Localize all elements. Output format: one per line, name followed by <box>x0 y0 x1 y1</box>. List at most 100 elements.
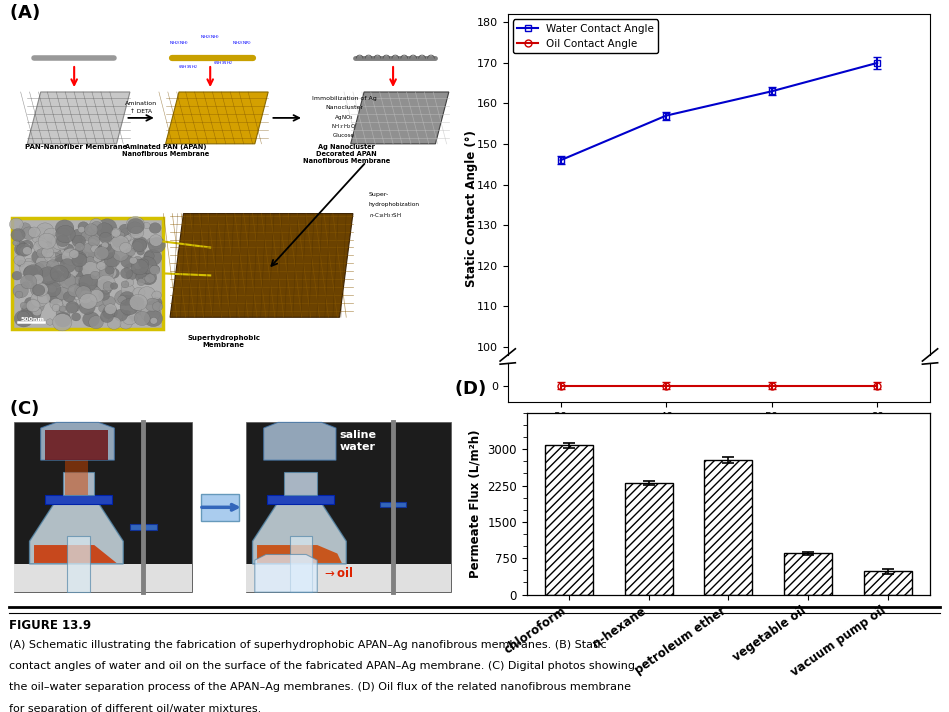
Circle shape <box>135 267 147 278</box>
Circle shape <box>59 247 71 258</box>
Circle shape <box>143 249 161 266</box>
Circle shape <box>152 291 161 300</box>
Circle shape <box>150 297 162 308</box>
Circle shape <box>37 270 56 286</box>
Circle shape <box>137 248 144 255</box>
Circle shape <box>81 231 92 241</box>
Bar <box>201 494 239 520</box>
Circle shape <box>104 304 117 314</box>
Circle shape <box>126 248 135 256</box>
Circle shape <box>137 274 144 281</box>
Circle shape <box>134 263 142 270</box>
Circle shape <box>36 223 54 239</box>
Circle shape <box>24 244 30 249</box>
Polygon shape <box>165 92 269 144</box>
Circle shape <box>55 228 70 241</box>
Circle shape <box>90 219 102 230</box>
Circle shape <box>47 260 59 271</box>
Circle shape <box>101 256 117 271</box>
Circle shape <box>147 239 154 244</box>
Circle shape <box>119 224 131 236</box>
Circle shape <box>121 255 135 268</box>
Circle shape <box>47 319 53 325</box>
Circle shape <box>34 261 51 277</box>
Circle shape <box>105 266 114 274</box>
Circle shape <box>121 295 132 305</box>
Text: $\bf{(A)}$: $\bf{(A)}$ <box>9 2 40 22</box>
Circle shape <box>47 288 64 303</box>
Circle shape <box>152 239 162 249</box>
Circle shape <box>121 281 129 288</box>
Circle shape <box>56 235 69 246</box>
Text: $(NH)NH_2$: $(NH)NH_2$ <box>214 59 233 67</box>
Circle shape <box>120 317 133 329</box>
Circle shape <box>47 268 65 283</box>
Text: Static Contact Angle (°): Static Contact Angle (°) <box>465 130 478 287</box>
Circle shape <box>96 223 113 238</box>
Circle shape <box>127 222 142 236</box>
Text: contact angles of water and oil on the surface of the fabricated APAN–Ag membran: contact angles of water and oil on the s… <box>9 661 636 671</box>
Circle shape <box>65 276 77 287</box>
Circle shape <box>121 284 135 296</box>
Circle shape <box>112 234 128 248</box>
Circle shape <box>78 221 89 231</box>
Circle shape <box>50 273 61 283</box>
Circle shape <box>79 274 98 290</box>
Bar <box>67 535 90 592</box>
Circle shape <box>32 285 45 296</box>
Circle shape <box>44 228 59 242</box>
Circle shape <box>87 226 95 234</box>
Circle shape <box>71 313 81 321</box>
Circle shape <box>133 239 147 251</box>
Circle shape <box>127 219 144 234</box>
Bar <box>246 422 451 592</box>
Circle shape <box>33 241 48 253</box>
Circle shape <box>138 256 157 273</box>
Circle shape <box>82 246 101 262</box>
Circle shape <box>121 268 133 278</box>
Circle shape <box>22 303 37 317</box>
Text: AgNO$_3$: AgNO$_3$ <box>334 112 354 122</box>
Bar <box>63 472 94 495</box>
Circle shape <box>49 252 56 258</box>
Circle shape <box>94 280 112 295</box>
Text: $\bf{(C)}$: $\bf{(C)}$ <box>9 398 39 418</box>
Circle shape <box>78 290 93 303</box>
Circle shape <box>148 237 165 253</box>
Circle shape <box>56 225 75 243</box>
Circle shape <box>98 266 114 281</box>
Circle shape <box>124 235 131 241</box>
Circle shape <box>14 310 33 327</box>
Circle shape <box>129 294 147 310</box>
Circle shape <box>13 284 28 298</box>
Bar <box>624 483 673 595</box>
Circle shape <box>90 229 99 236</box>
Bar <box>784 553 832 595</box>
Circle shape <box>154 308 160 315</box>
Text: $\bf{(D)}$: $\bf{(D)}$ <box>455 379 486 399</box>
Polygon shape <box>257 545 342 563</box>
Circle shape <box>25 258 32 265</box>
Circle shape <box>19 223 31 234</box>
Circle shape <box>66 303 78 313</box>
Circle shape <box>74 276 83 284</box>
Circle shape <box>61 271 77 285</box>
Circle shape <box>78 261 87 269</box>
Circle shape <box>57 296 76 313</box>
Circle shape <box>118 295 126 303</box>
Bar <box>11 218 163 329</box>
Circle shape <box>133 256 142 264</box>
Text: Super-: Super- <box>368 192 389 197</box>
Circle shape <box>31 228 49 244</box>
Circle shape <box>124 263 136 274</box>
Circle shape <box>83 312 100 327</box>
Text: $n$-C$_{18}$H$_{37}$SH: $n$-C$_{18}$H$_{37}$SH <box>368 211 401 220</box>
Circle shape <box>111 228 121 236</box>
Circle shape <box>63 271 70 278</box>
Circle shape <box>37 293 50 304</box>
Circle shape <box>95 246 109 260</box>
Text: Immobilization of Ag: Immobilization of Ag <box>311 96 377 101</box>
Text: $\rm NH_2(NR)$: $\rm NH_2(NR)$ <box>232 39 251 47</box>
Circle shape <box>50 265 68 282</box>
Polygon shape <box>264 422 336 460</box>
